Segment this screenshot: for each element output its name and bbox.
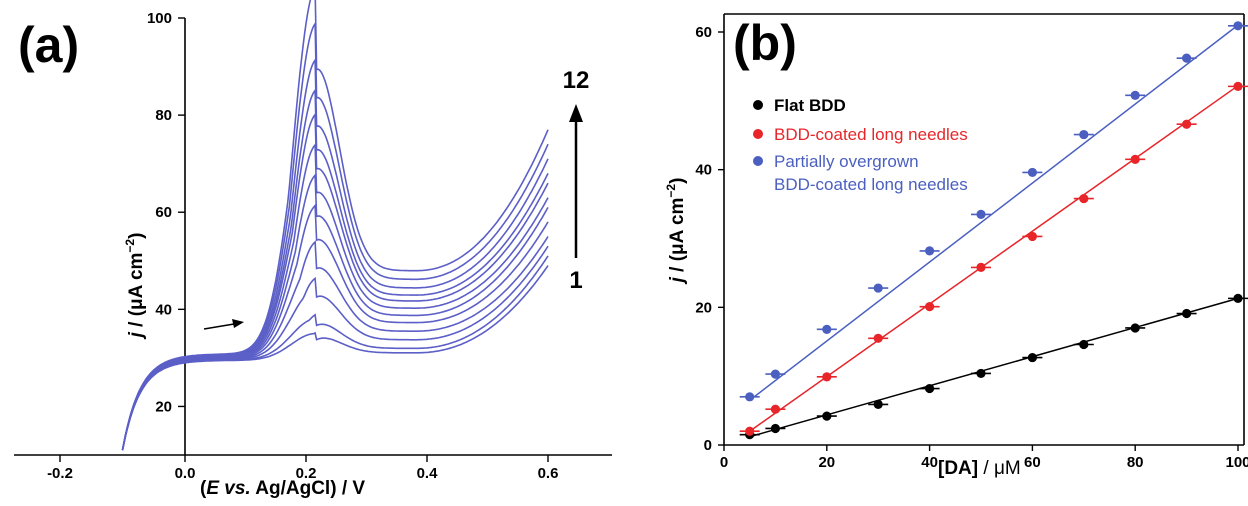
panel-a-y-tick-label: 80 [155, 107, 172, 124]
panel-b-y-tick-label: 40 [695, 162, 712, 179]
data-point [873, 399, 883, 409]
series-2 [739, 21, 1248, 402]
panel-b-legend: Flat BDD BDD-coated long needles Partial… [753, 96, 968, 194]
cv-curve-10 [121, 57, 549, 451]
data-point [1130, 323, 1140, 333]
data-point [1130, 90, 1140, 100]
panel-a-x-title: (E vs. Ag/AgCl) / V [200, 478, 365, 499]
data-point [1079, 339, 1089, 350]
legend-marker-flat-bdd [753, 100, 763, 110]
cv-curve-3 [121, 245, 549, 451]
series-0 [739, 293, 1248, 440]
panel-a-x-tick-label: 0.2 [296, 465, 317, 482]
legend-marker-overgrown [753, 156, 763, 166]
fit-line-2 [749, 24, 1239, 401]
arrow-top-label: 12 [563, 67, 590, 94]
panel-a-x-tick-label: 0.6 [538, 465, 559, 482]
panel-a-axes [14, 18, 612, 456]
data-point [1182, 53, 1192, 63]
legend-marker-long-needles [753, 129, 763, 139]
data-point [1182, 119, 1192, 129]
panel-a-x-tick-label: 0.0 [175, 465, 196, 482]
data-point [822, 324, 832, 334]
data-point [822, 372, 832, 382]
data-point [873, 333, 883, 343]
legend-label-overgrown-line1: Partially overgrown [774, 152, 919, 171]
data-point [925, 302, 935, 312]
data-point [1233, 81, 1243, 91]
data-point [1079, 129, 1089, 140]
data-point [1233, 21, 1243, 31]
panel-b-y-tick-label: 20 [695, 299, 712, 316]
panel-a-x-tick-label: -0.2 [47, 465, 73, 482]
data-point [745, 426, 755, 436]
panel-b-y-title: j / (μA cm−2) [664, 178, 688, 286]
data-point [976, 368, 986, 379]
panel-b-axes [723, 13, 1245, 446]
data-point [745, 392, 755, 402]
legend-label-overgrown-line2: BDD-coated long needles [774, 175, 968, 194]
increase-arrow [569, 104, 583, 258]
data-point [925, 246, 935, 256]
panel-a-y-tick-label: 20 [155, 398, 172, 415]
data-point [1079, 193, 1089, 204]
data-point [1027, 167, 1037, 178]
cv-curve-4 [121, 236, 549, 451]
legend-label-long-needles: BDD-coated long needles [774, 125, 968, 144]
arrow-bottom-label: 1 [569, 267, 582, 294]
panel-b-x-tick-label: 80 [1127, 454, 1144, 471]
cv-curve-6 [121, 173, 549, 451]
data-point [1027, 231, 1037, 242]
fit-line-1 [749, 85, 1239, 432]
data-point [873, 283, 883, 293]
fit-line-0 [749, 297, 1239, 438]
data-point [1233, 293, 1243, 303]
panel-b-x-tick-label: 60 [1024, 454, 1041, 471]
data-point [770, 423, 781, 434]
data-point [1027, 352, 1037, 363]
data-point [1182, 308, 1192, 319]
panel-a-y-tick-label: 60 [155, 204, 172, 221]
panel-a-y-tick-label: 40 [155, 301, 172, 318]
panel-b-x-tick-label: 0 [720, 454, 728, 471]
scan-direction-arrow [203, 319, 244, 330]
panel-b-x-tick-label: 100 [1225, 454, 1248, 471]
panel-a-x-tick-label: 0.4 [417, 465, 439, 482]
panel-b-y-tick-label: 0 [704, 437, 712, 454]
series-1 [739, 81, 1248, 436]
data-point [925, 383, 935, 394]
panel-b-label: (b) [733, 15, 797, 71]
data-point [1130, 154, 1140, 164]
data-point [822, 411, 832, 421]
panel-b-x-tick-label: 40 [921, 454, 938, 471]
data-point [770, 404, 781, 414]
data-point [976, 209, 986, 220]
panel-a-y-tick-label: 100 [147, 10, 172, 27]
data-point [976, 262, 986, 273]
panel-a-label: (a) [18, 17, 79, 73]
panel-b-x-title: [DA] / μM [938, 458, 1021, 479]
legend-label-flat-bdd: Flat BDD [774, 96, 846, 115]
panel-a-y-title: j / (μA cm−2) [123, 233, 147, 341]
data-point [770, 369, 781, 379]
panel-b-y-tick-label: 60 [695, 24, 712, 41]
cv-curve-12 [121, 0, 549, 451]
panel-b-x-tick-label: 20 [818, 454, 835, 471]
